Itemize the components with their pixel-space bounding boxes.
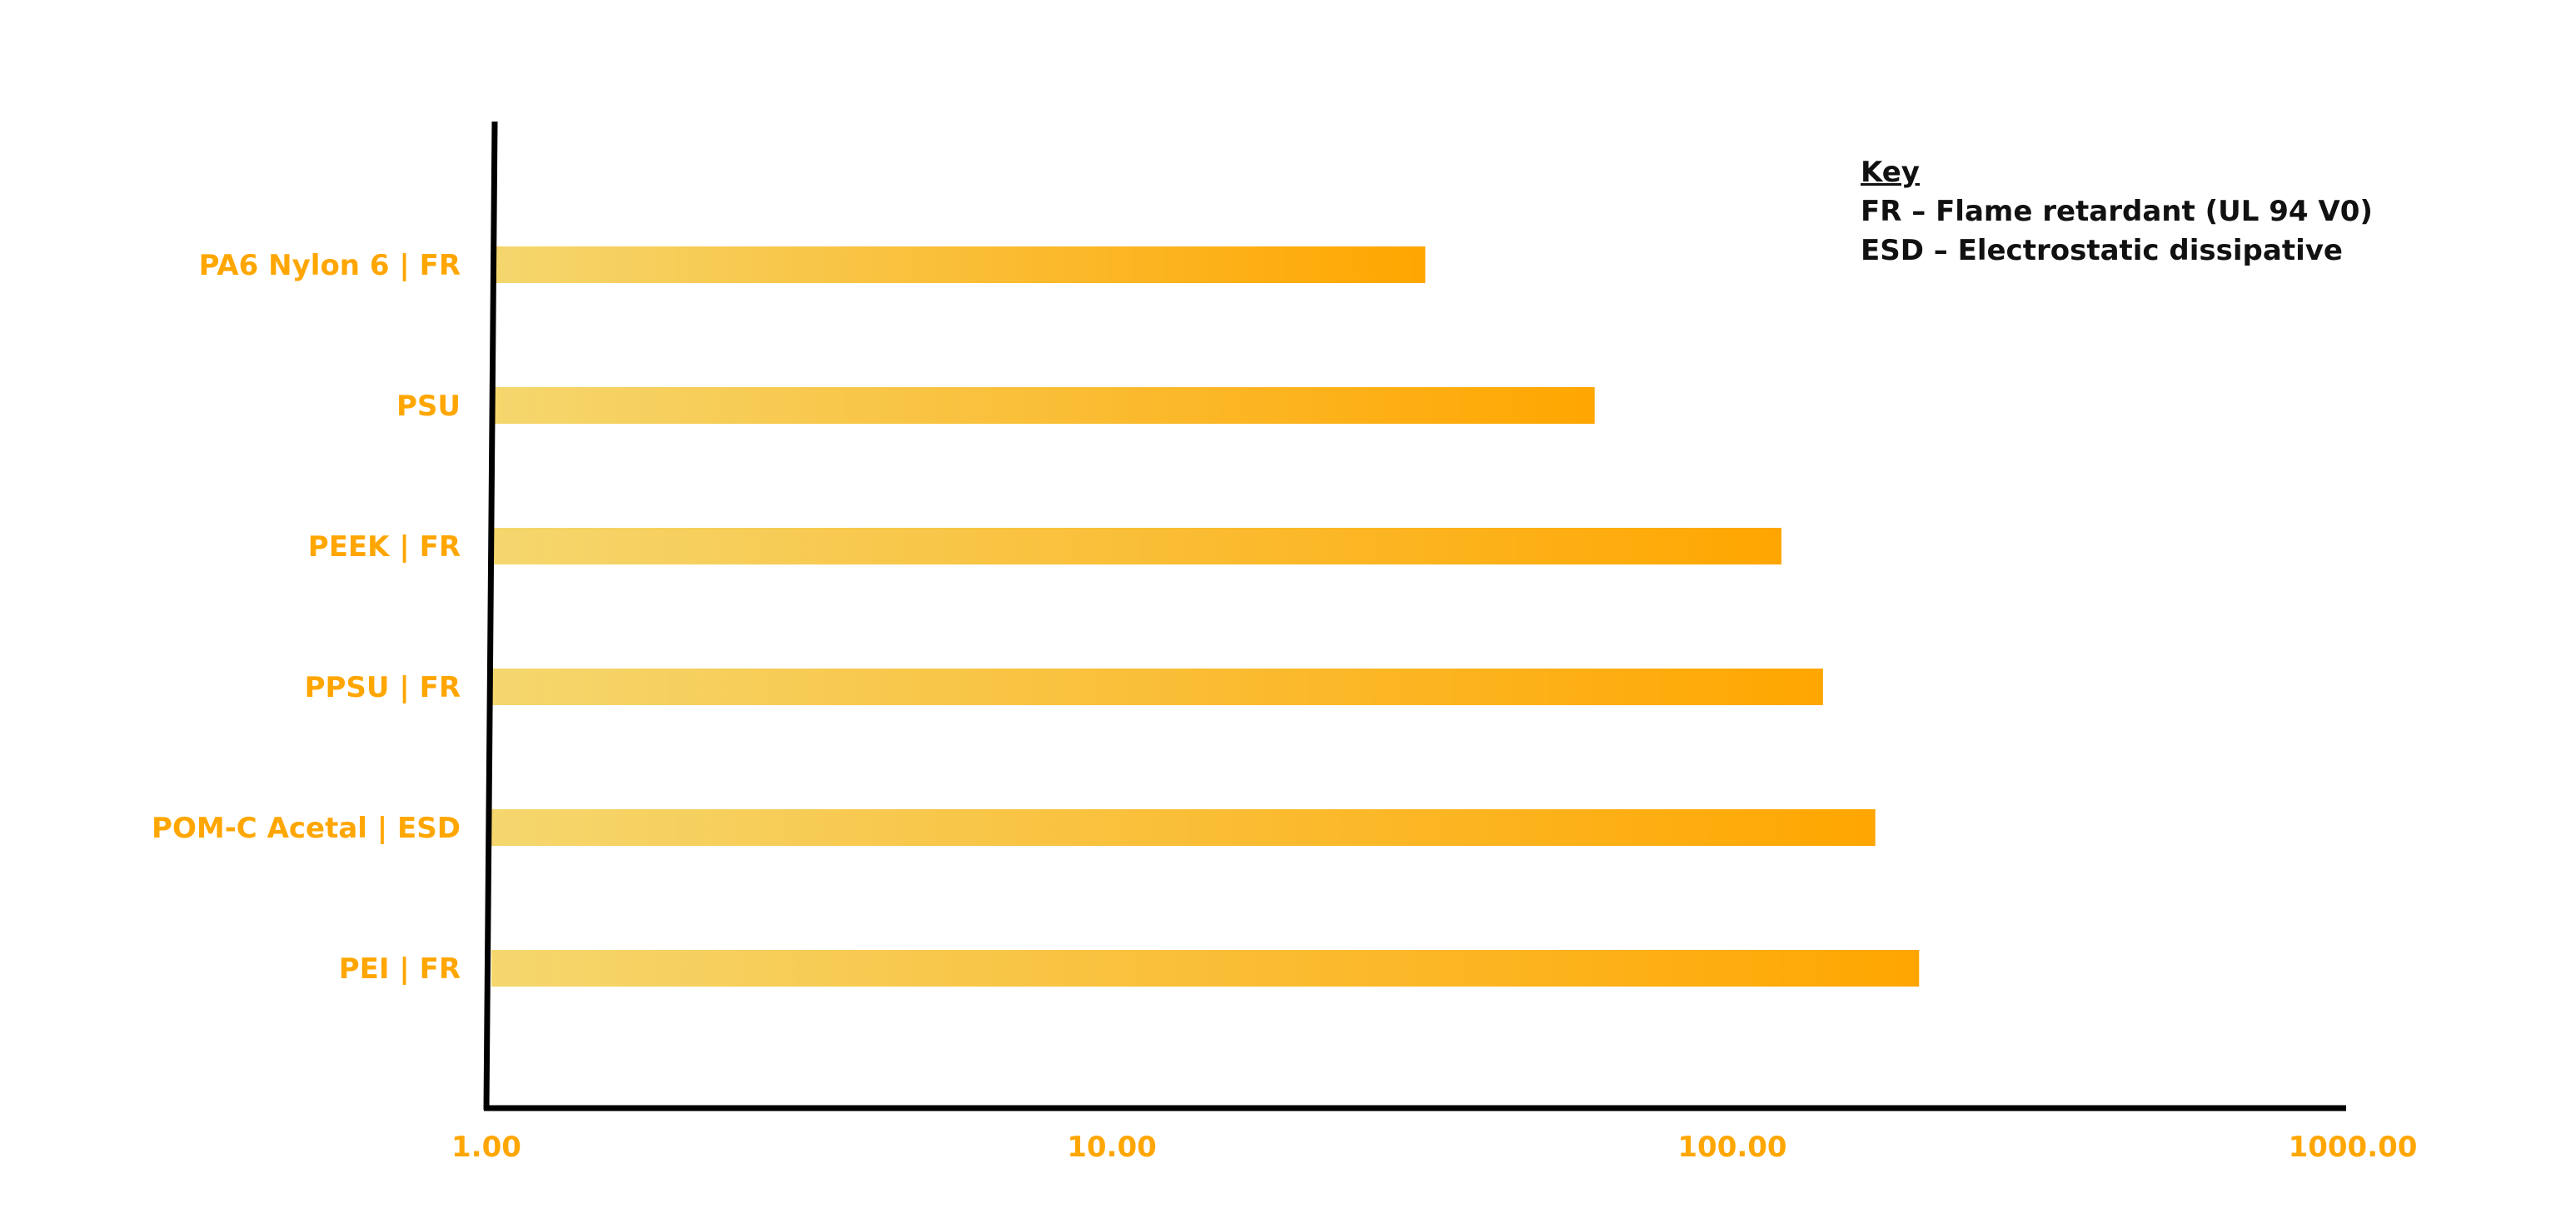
- category-label-peek-fr: PEEK | FR: [308, 530, 461, 564]
- key-item-fr: FR – Flame retardant (UL 94 V0): [1861, 195, 2373, 228]
- bar-psu: [491, 387, 1595, 424]
- category-label-ppsu-fr: PPSU | FR: [305, 671, 461, 704]
- category-label-pei-fr: PEI | FR: [339, 952, 461, 986]
- x-tick-label: 1.00: [451, 1131, 521, 1164]
- category-label-psu: PSU: [396, 390, 461, 423]
- bar-pei-fr: [491, 950, 1920, 987]
- bar-ppsu-fr: [491, 669, 1823, 705]
- key-item-esd: ESD – Electrostatic dissipative: [1861, 234, 2343, 267]
- y-axis-line: [483, 121, 498, 1111]
- category-label-pom-c-acetal-esd: POM-C Acetal | ESD: [152, 812, 461, 845]
- x-tick-labels-group: 1.00 10.00 100.00 1000.00: [451, 1131, 2417, 1164]
- bar-pom-c-acetal-esd: [491, 809, 1876, 846]
- x-tick-label: 100.00: [1677, 1131, 1786, 1164]
- x-tick-label: 1000.00: [2289, 1131, 2418, 1164]
- key-box: Key FR – Flame retardant (UL 94 V0) ESD …: [1861, 153, 2373, 271]
- category-label-pa6-nylon-6-fr: PA6 Nylon 6 | FR: [199, 249, 461, 282]
- bars-group: [491, 246, 1920, 987]
- x-tick-label: 10.00: [1067, 1131, 1157, 1164]
- bar-peek-fr: [491, 528, 1781, 564]
- bar-pa6-nylon-6-fr: [491, 246, 1426, 283]
- category-labels-group: PA6 Nylon 6 | FR PSU PEEK | FR PPSU | FR POM…: [152, 249, 461, 986]
- key-title: Key: [1861, 156, 1920, 189]
